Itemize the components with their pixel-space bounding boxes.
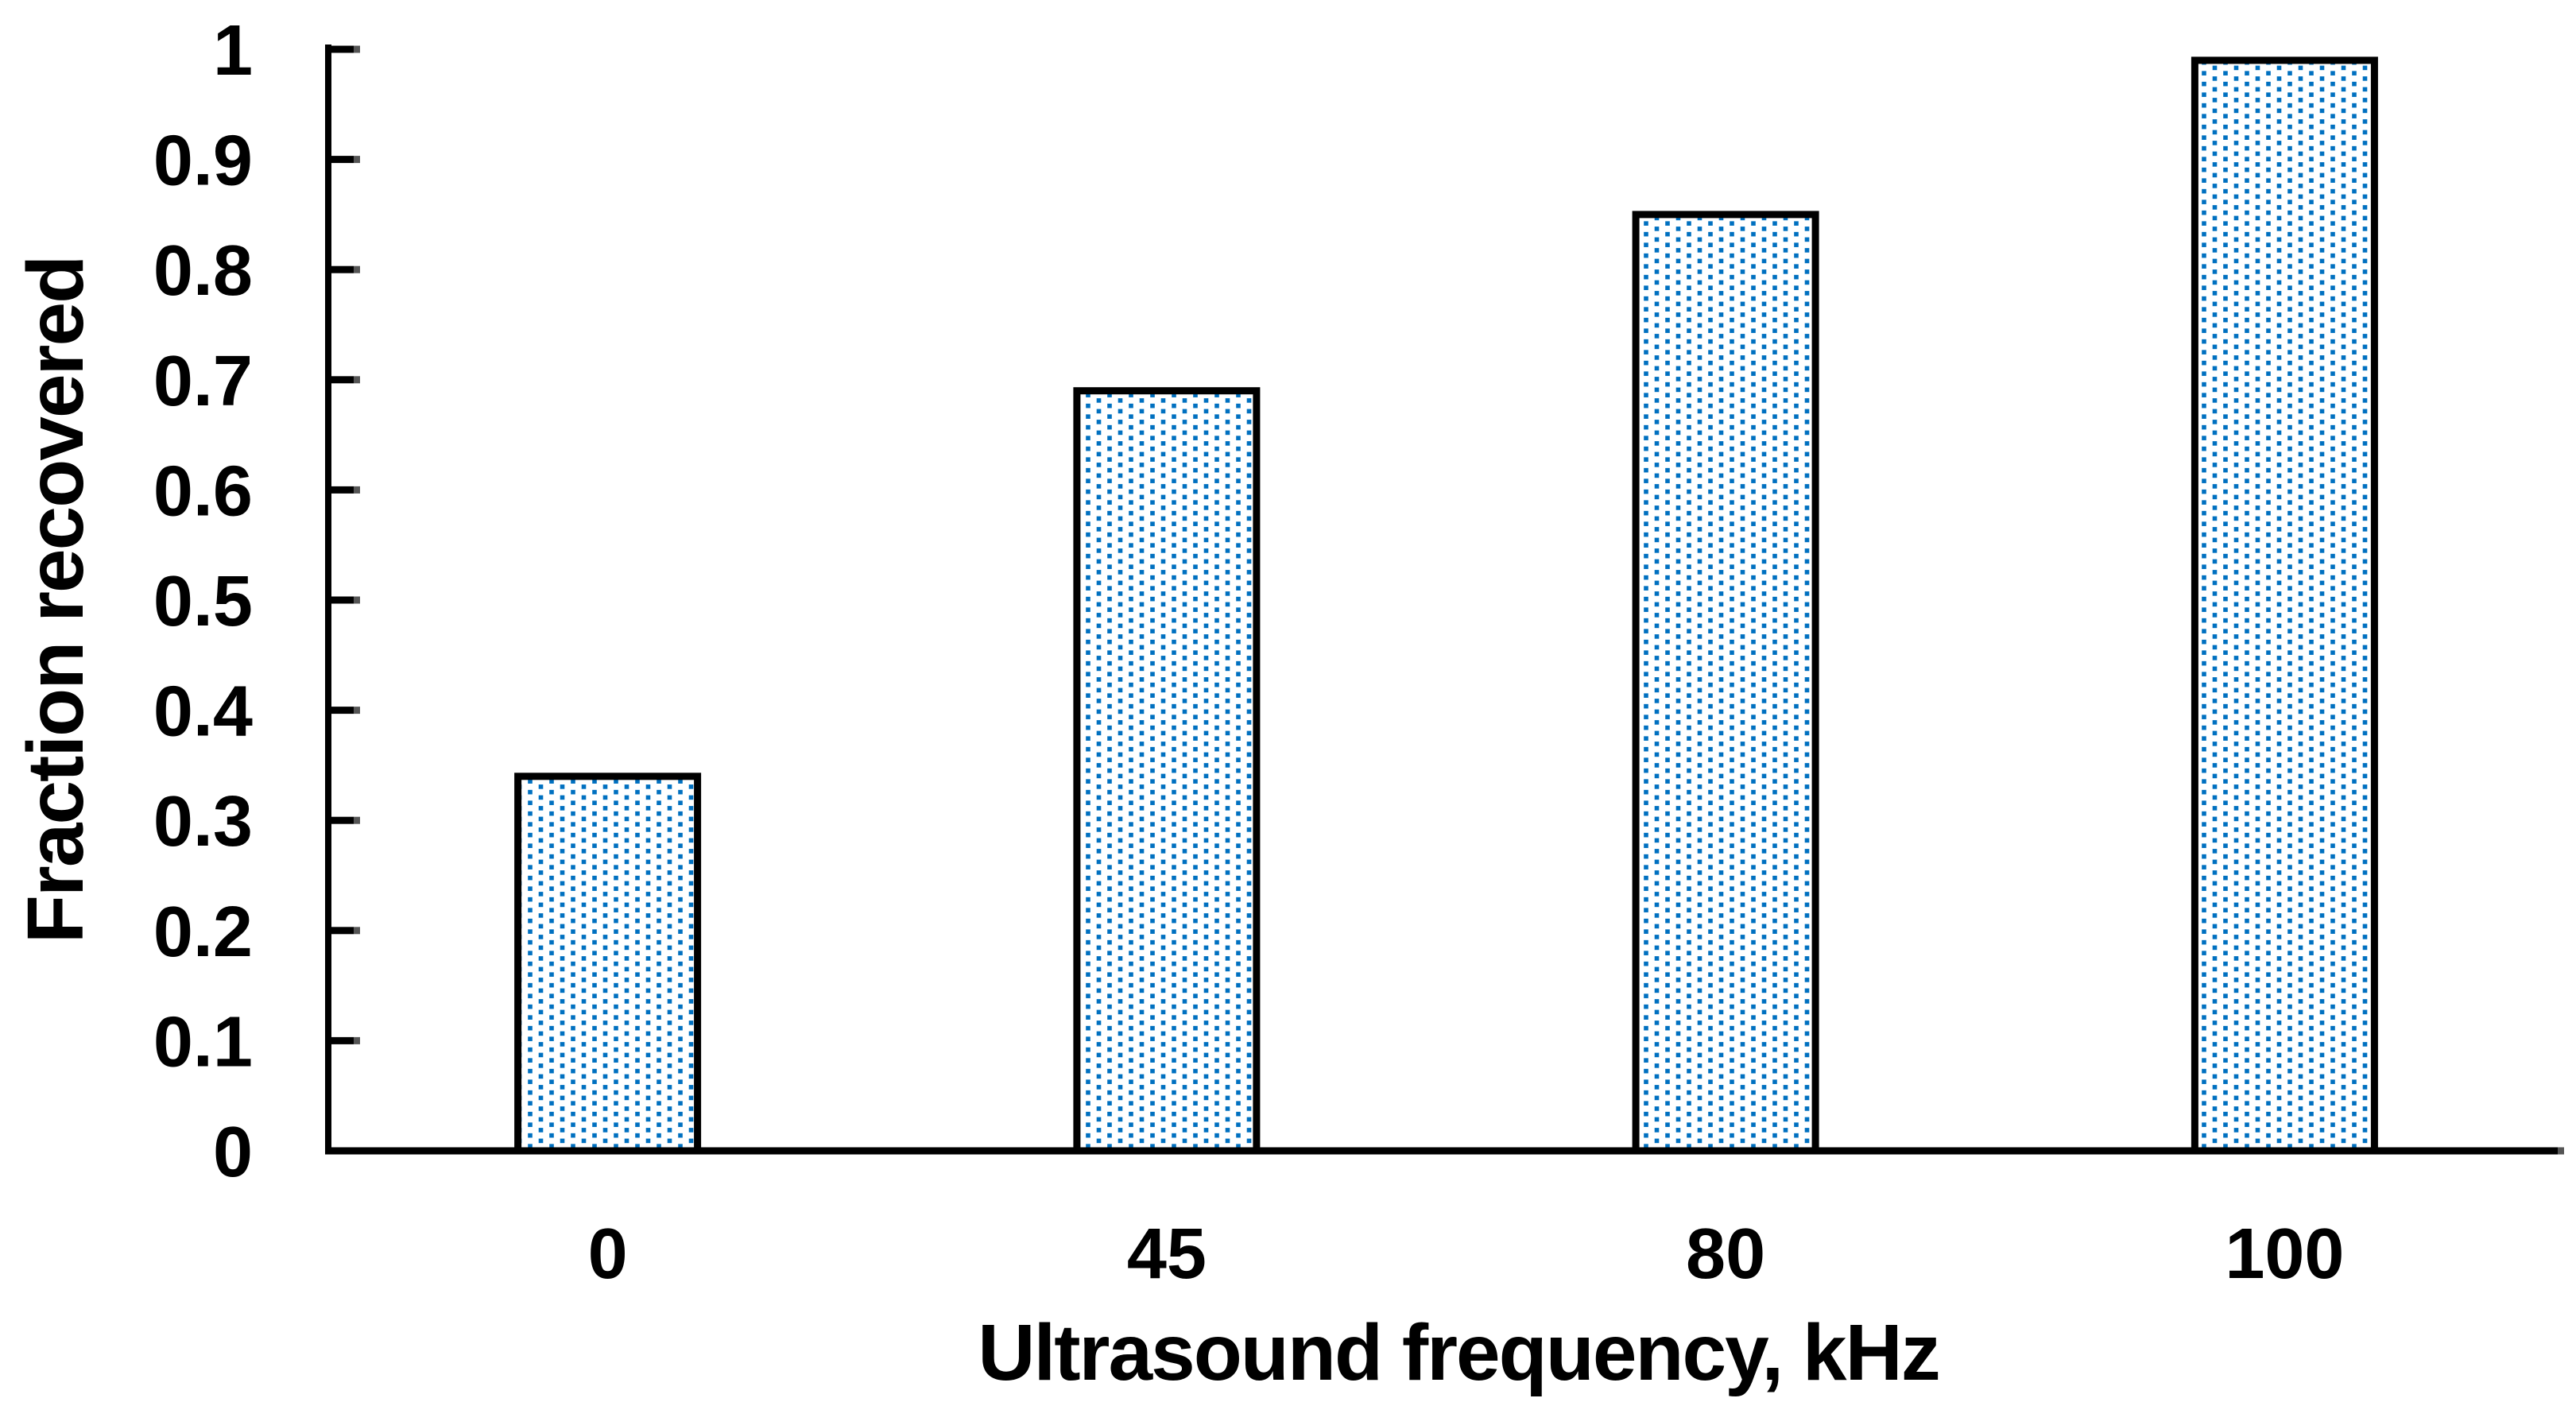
y-tick-label: 0.9 xyxy=(153,122,253,201)
y-tick-mark-cap xyxy=(354,1036,360,1044)
x-category-label: 80 xyxy=(1686,1214,1765,1294)
y-tick-label: 0.3 xyxy=(153,782,253,862)
bar-100 xyxy=(2191,56,2378,1155)
y-tick-mark-cap xyxy=(354,596,360,604)
y-tick-mark-cap xyxy=(354,45,360,53)
y-tick-mark xyxy=(331,45,354,53)
y-tick-label: 0 xyxy=(213,1113,253,1192)
y-tick-mark xyxy=(331,596,354,604)
y-axis-line xyxy=(325,45,331,1155)
y-tick-mark-cap xyxy=(354,707,360,715)
y-ticks-layer: 0 0.1 0.2 0.3 0.4 0.5 0.6 0.7 0.8 0.9 1 xyxy=(153,11,360,1192)
bar-80 xyxy=(1632,211,1819,1155)
y-tick-mark xyxy=(331,265,354,273)
x-category-label: 45 xyxy=(1127,1214,1207,1294)
y-tick-mark-cap xyxy=(354,265,360,273)
bars-layer xyxy=(514,56,2378,1155)
x-category-label: 100 xyxy=(2225,1214,2344,1294)
axes-layer xyxy=(325,45,2564,1155)
y-tick-label: 0.8 xyxy=(153,231,253,311)
x-category-labels-layer: 0 45 80 100 xyxy=(588,1214,2345,1294)
x-axis-line-endcap xyxy=(2558,1147,2564,1155)
bar-45 xyxy=(1073,387,1261,1155)
y-tick-label: 0.1 xyxy=(153,1002,253,1082)
y-tick-mark xyxy=(331,816,354,824)
y-tick-mark-cap xyxy=(354,816,360,824)
y-tick-label: 0.4 xyxy=(153,672,253,752)
y-tick-mark xyxy=(331,927,354,935)
x-axis-line xyxy=(325,1147,2558,1155)
y-tick-mark-cap xyxy=(354,156,360,164)
y-tick-mark xyxy=(331,156,354,164)
y-tick-label: 0.6 xyxy=(153,451,253,531)
x-category-label: 0 xyxy=(588,1214,628,1294)
x-axis-title: Ultrasound frequency, kHz xyxy=(978,1308,1939,1397)
y-tick-mark xyxy=(331,707,354,715)
y-tick-label: 0.2 xyxy=(153,893,253,972)
y-tick-mark xyxy=(331,1036,354,1044)
y-tick-mark-cap xyxy=(354,927,360,935)
y-tick-label: 1 xyxy=(213,11,253,91)
y-tick-label: 0.7 xyxy=(153,342,253,421)
y-tick-mark xyxy=(331,486,354,494)
y-tick-mark xyxy=(331,376,354,384)
bar-0 xyxy=(514,773,702,1155)
y-tick-mark-cap xyxy=(354,486,360,494)
y-tick-mark-cap xyxy=(354,376,360,384)
y-axis-title: Fraction recovered xyxy=(11,257,100,943)
y-tick-label: 0.5 xyxy=(153,562,253,641)
